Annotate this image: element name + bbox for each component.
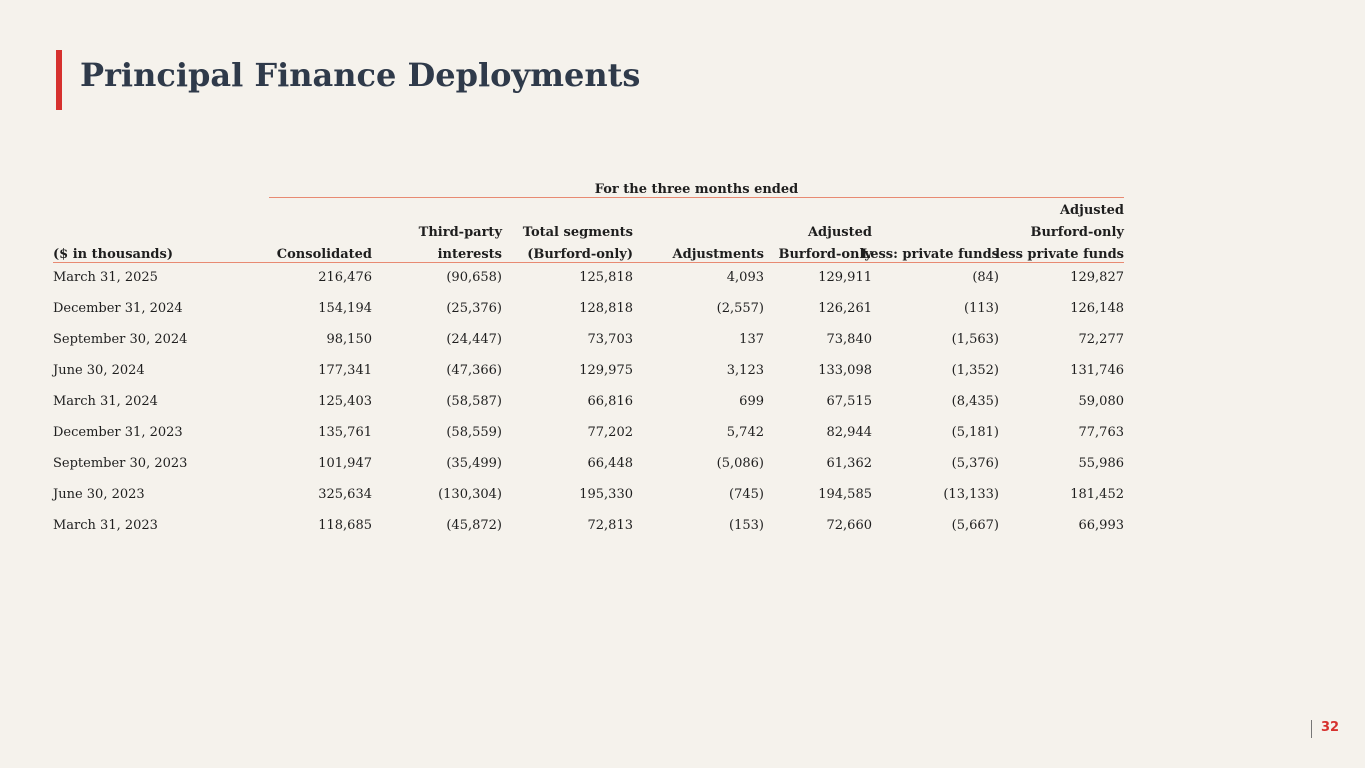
row-label: September 30, 2024	[53, 332, 188, 347]
page-number: 32	[1321, 720, 1340, 735]
table-cell: 126,261	[818, 301, 872, 316]
title-accent-bar	[56, 50, 62, 110]
table-cell: 72,660	[826, 518, 873, 533]
column-header: (Burford-only)	[527, 247, 633, 262]
table-cell: 216,476	[318, 270, 372, 285]
table-cell: 66,993	[1078, 518, 1125, 533]
table-cell: (35,499)	[446, 456, 502, 471]
table-cell: 77,763	[1078, 425, 1125, 440]
table-cell: 137	[739, 332, 764, 347]
column-header: Burford-only	[778, 247, 872, 262]
table-cell: 72,813	[587, 518, 634, 533]
row-label: March 31, 2023	[53, 518, 158, 533]
table-cell: (130,304)	[438, 487, 502, 502]
table-cell: 177,341	[318, 363, 372, 378]
column-header: Consolidated	[276, 247, 372, 262]
table-cell: (5,086)	[716, 456, 764, 471]
table-cell: 181,452	[1070, 487, 1124, 502]
table-cell: 72,277	[1078, 332, 1125, 347]
table-cell: (5,181)	[951, 425, 999, 440]
column-header: Adjusted	[807, 225, 872, 240]
table-cell: 66,816	[587, 394, 634, 409]
row-label: June 30, 2023	[53, 487, 145, 502]
row-label: September 30, 2023	[53, 456, 188, 471]
group-header-rule	[269, 197, 1124, 198]
column-header: Less: private funds	[861, 247, 999, 262]
page-number-divider	[1311, 720, 1312, 738]
table-cell: (90,658)	[446, 270, 502, 285]
table-cell: 73,703	[587, 332, 634, 347]
table-cell: (25,376)	[446, 301, 502, 316]
table-cell: 129,911	[818, 270, 872, 285]
table-cell: 55,986	[1078, 456, 1125, 471]
row-label: December 31, 2024	[53, 301, 183, 316]
column-header: Adjustments	[672, 247, 764, 262]
table-cell: (47,366)	[446, 363, 502, 378]
column-header: less private funds	[995, 247, 1124, 262]
table-cell: (2,557)	[716, 301, 764, 316]
table-cell: 154,194	[318, 301, 372, 316]
header-rule	[53, 262, 1124, 263]
table-cell: (5,667)	[951, 518, 999, 533]
column-header: Total segments	[522, 225, 633, 240]
table-cell: 3,123	[726, 363, 764, 378]
table-cell: 135,761	[318, 425, 372, 440]
table-cell: (58,559)	[446, 425, 502, 440]
table-cell: 73,840	[826, 332, 873, 347]
table-cell: 82,944	[826, 425, 873, 440]
table-cell: (13,133)	[943, 487, 999, 502]
table-cell: 125,403	[318, 394, 372, 409]
column-header: interests	[437, 247, 502, 262]
column-header: ($ in thousands)	[53, 247, 173, 262]
table-cell: (45,872)	[446, 518, 502, 533]
table-cell: (24,447)	[446, 332, 502, 347]
column-header: Adjusted	[1059, 203, 1124, 218]
table-cell: 67,515	[826, 394, 873, 409]
table-cell: (58,587)	[446, 394, 502, 409]
table-cell: 125,818	[579, 270, 633, 285]
table-cell: 118,685	[318, 518, 372, 533]
table-cell: 77,202	[587, 425, 634, 440]
column-header: Burford-only	[1030, 225, 1124, 240]
table-cell: 101,947	[318, 456, 372, 471]
table-cell: 129,975	[579, 363, 633, 378]
table-cell: 61,362	[826, 456, 873, 471]
table-cell: 66,448	[587, 456, 634, 471]
table-cell: (1,563)	[951, 332, 999, 347]
table-cell: 195,330	[579, 487, 633, 502]
row-label: June 30, 2024	[53, 363, 145, 378]
table-cell: 129,827	[1070, 270, 1124, 285]
row-label: March 31, 2024	[53, 394, 158, 409]
table-cell: 325,634	[318, 487, 372, 502]
table-cell: (8,435)	[951, 394, 999, 409]
table-cell: (84)	[972, 270, 999, 285]
page-title: Principal Finance Deployments	[80, 56, 641, 94]
column-header: Third-party	[418, 225, 502, 240]
table-cell: (1,352)	[951, 363, 999, 378]
table-cell: 128,818	[579, 301, 633, 316]
table-cell: 699	[739, 394, 764, 409]
table-cell: 194,585	[818, 487, 872, 502]
table-cell: 98,150	[326, 332, 373, 347]
table-cell: (153)	[729, 518, 764, 533]
table-cell: 131,746	[1070, 363, 1124, 378]
row-label: December 31, 2023	[53, 425, 183, 440]
table-cell: (5,376)	[951, 456, 999, 471]
table-cell: 5,742	[726, 425, 764, 440]
table-cell: 133,098	[818, 363, 872, 378]
table-cell: 59,080	[1078, 394, 1125, 409]
group-header: For the three months ended	[594, 182, 799, 197]
table-cell: 126,148	[1070, 301, 1124, 316]
table-cell: 4,093	[726, 270, 764, 285]
table-cell: (113)	[964, 301, 999, 316]
row-label: March 31, 2025	[53, 270, 158, 285]
table-cell: (745)	[729, 487, 764, 502]
